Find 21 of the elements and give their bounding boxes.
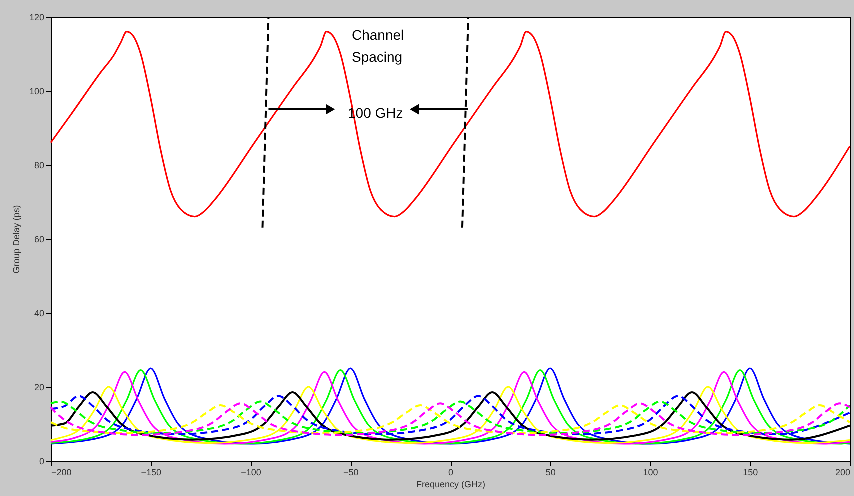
y-tick-label: 0 [39, 456, 44, 466]
y-tick-label: 120 [29, 12, 44, 22]
x-tick-label: 50 [546, 468, 556, 478]
x-tick-label: −150 [141, 468, 162, 478]
line-series [50, 386, 851, 444]
x-tick-label: 100 [643, 468, 658, 478]
x-tick-label: −50 [343, 468, 359, 478]
y-tick-label: 40 [34, 308, 44, 318]
y-tick-label: 100 [29, 86, 44, 96]
y-tick-label: 20 [34, 382, 44, 392]
x-tick-label: 150 [743, 468, 758, 478]
annotation: Channel Spacing [352, 27, 404, 65]
x-tick-label: −200 [52, 468, 72, 478]
x-axis-title: Frequency (GHz) [416, 480, 486, 490]
y-tick-label: 60 [34, 234, 44, 244]
line-series [50, 31, 851, 218]
y-tick-label: 80 [34, 160, 44, 170]
x-tick-label: 200 [835, 468, 850, 478]
y-axis-title: Group Delay (ps) [11, 205, 22, 274]
x-tick-label: 0 [448, 468, 454, 478]
x-tick-label: −100 [241, 468, 262, 478]
